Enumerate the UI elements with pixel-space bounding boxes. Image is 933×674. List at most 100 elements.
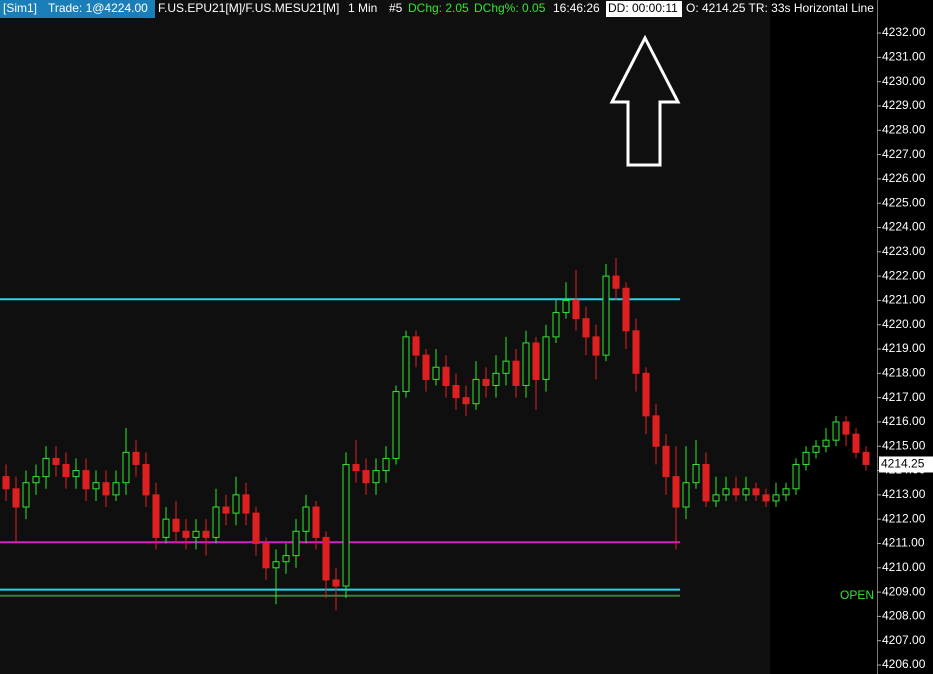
- candle-body: [542, 336, 550, 380]
- candle-body: [672, 476, 680, 508]
- y-tick-label: 4226.00: [882, 171, 926, 185]
- candle-body: [712, 494, 720, 502]
- candle-body: [82, 470, 90, 490]
- y-tick-label: 4206.00: [882, 657, 926, 671]
- candle-body: [202, 530, 210, 538]
- candle-body: [372, 470, 380, 484]
- candle-body: [262, 542, 270, 569]
- symbol: F.US.EPU21[M]/F.US.MESU21[M]: [158, 1, 339, 15]
- candle-body: [832, 421, 840, 441]
- candle-body: [122, 451, 130, 484]
- candle-body: [782, 488, 790, 496]
- candle-body: [742, 488, 750, 496]
- candle-body: [112, 482, 120, 496]
- candle-body: [622, 287, 630, 332]
- candle-body: [502, 360, 510, 374]
- candle-body: [142, 463, 150, 496]
- candle-body: [452, 384, 460, 399]
- candle-body: [512, 360, 520, 386]
- account-badge: [0, 0, 155, 18]
- candle-body: [482, 378, 490, 386]
- candle-body: [612, 275, 620, 289]
- y-tick-label: 4231.00: [882, 50, 926, 64]
- y-tick-label: 4224.00: [882, 220, 926, 234]
- candle-body: [802, 451, 810, 465]
- candle-body: [222, 506, 230, 514]
- candle-body: [842, 421, 850, 435]
- dd-badge: [606, 1, 682, 17]
- candle-body: [702, 463, 710, 502]
- candle-body: [272, 561, 280, 569]
- candle-body: [362, 470, 370, 484]
- candle-body: [862, 451, 870, 465]
- y-tick-label: 4220.00: [882, 317, 926, 331]
- y-tick-label: 4219.00: [882, 341, 926, 355]
- candle-body: [192, 530, 200, 538]
- candle-body: [132, 451, 140, 465]
- candle-body: [212, 506, 220, 538]
- candle-body: [22, 482, 30, 508]
- candle-body: [562, 299, 570, 314]
- y-tick-label: 4221.00: [882, 293, 926, 307]
- candle-body: [402, 336, 410, 393]
- y-tick-label: 4218.00: [882, 366, 926, 380]
- bar-number: #5: [389, 1, 403, 15]
- candle-body: [582, 318, 590, 338]
- candle-body: [162, 518, 170, 538]
- y-tick-label: 4209.00: [882, 584, 926, 598]
- candle-body: [852, 433, 860, 453]
- y-tick-label: 4222.00: [882, 268, 926, 282]
- candle-body: [172, 518, 180, 532]
- candle-body: [662, 445, 670, 478]
- candle-body: [522, 342, 530, 386]
- daily-change-pct: DChg%: 0.05: [474, 1, 546, 15]
- candle-body: [792, 463, 800, 490]
- interval: 1 Min: [348, 1, 377, 15]
- y-tick-label: 4230.00: [882, 74, 926, 88]
- candle-body: [72, 470, 80, 478]
- candle-body: [822, 439, 830, 447]
- last-price-box: [879, 456, 933, 473]
- dd: DD: 00:00:11: [608, 1, 678, 15]
- y-tick-label: 4223.00: [882, 244, 926, 258]
- y-tick-label: 4227.00: [882, 147, 926, 161]
- y-tick-label: 4207.00: [882, 633, 926, 647]
- candle-body: [282, 555, 290, 563]
- candle-body: [632, 330, 640, 374]
- candle-body: [102, 482, 110, 496]
- y-tick-label: 4211.00: [882, 536, 925, 550]
- candle-body: [242, 494, 250, 514]
- plot-background: [0, 0, 770, 674]
- y-tick-label: 4225.00: [882, 195, 926, 209]
- daily-change: DChg: 2.05: [408, 1, 469, 15]
- candle-body: [92, 482, 100, 490]
- future-area: [770, 0, 877, 674]
- candle-body: [532, 342, 540, 380]
- candle-body: [472, 378, 480, 405]
- candle-body: [412, 336, 420, 356]
- candle-body: [12, 488, 20, 508]
- up-arrow: [609, 34, 681, 167]
- candle-body: [32, 476, 40, 484]
- candle-body: [252, 512, 260, 544]
- trade: Trade: 1@4224.00: [48, 1, 148, 15]
- candle-body: [592, 336, 600, 356]
- candle-body: [152, 494, 160, 538]
- candle-body: [182, 530, 190, 538]
- candle-body: [2, 476, 10, 490]
- candle-body: [772, 494, 780, 502]
- candle-body: [62, 463, 70, 478]
- candle-body: [432, 366, 440, 380]
- candle-body: [652, 415, 660, 447]
- candle-body: [552, 312, 560, 338]
- y-tick-label: 4216.00: [882, 414, 926, 428]
- y-tick-label: 4229.00: [882, 98, 926, 112]
- candle-body: [492, 372, 500, 386]
- candle-body: [232, 494, 240, 514]
- toolbar: [Sim1] Trade: 1@4224.00 F.US.EPU21[M]/F.…: [0, 0, 874, 18]
- candle-body: [52, 457, 60, 465]
- clock: 16:46:26: [553, 1, 600, 15]
- y-tick-label: 4215.00: [882, 438, 926, 452]
- candle-body: [602, 275, 610, 356]
